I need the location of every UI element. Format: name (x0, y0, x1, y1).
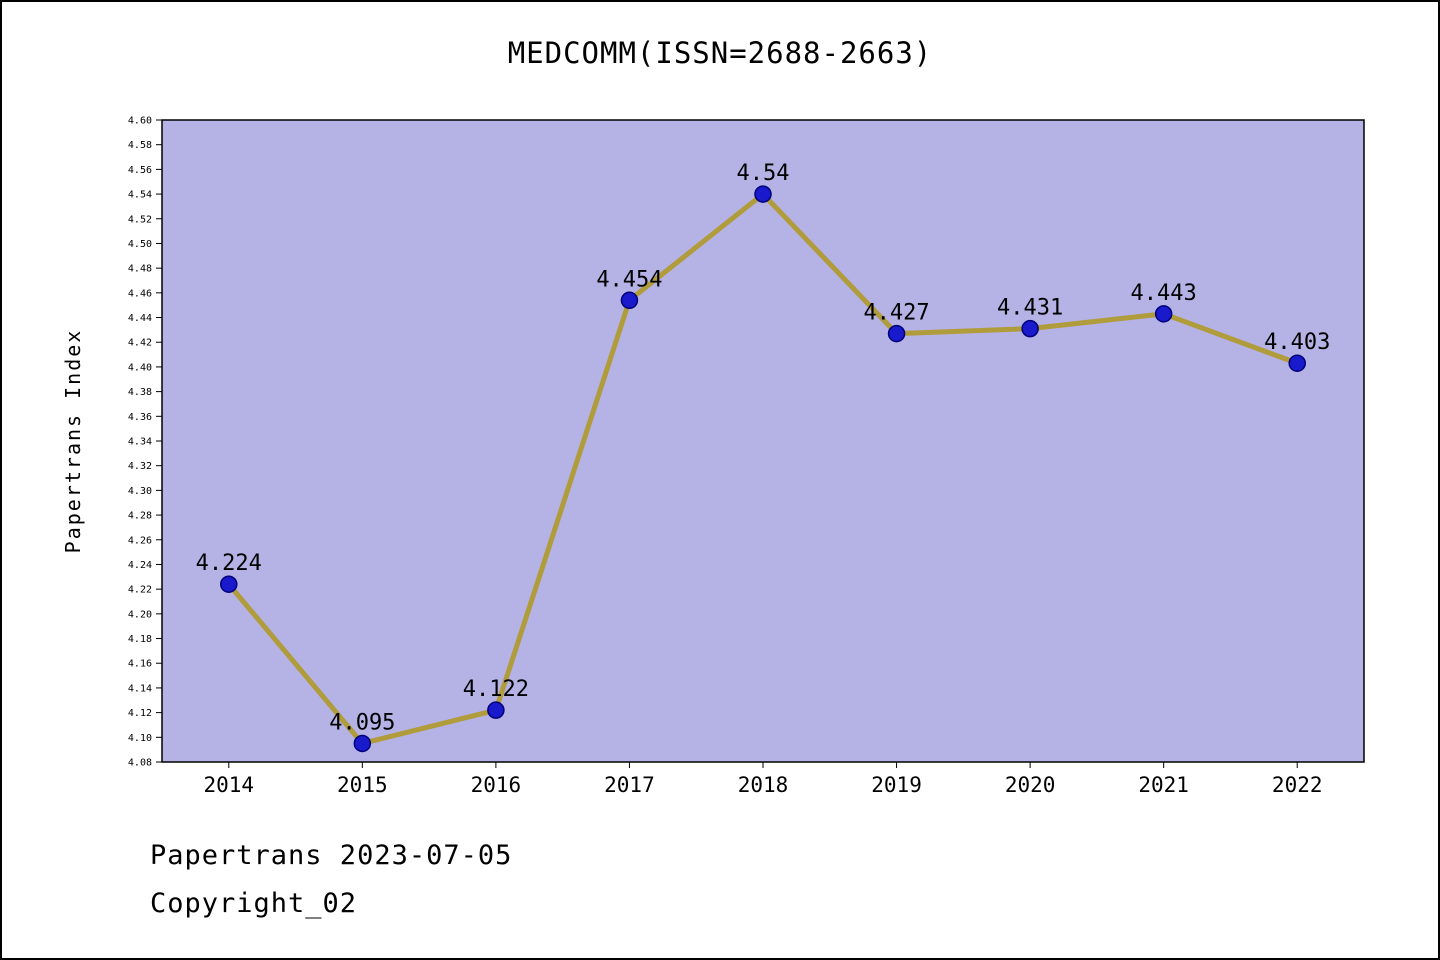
chart-title: MEDCOMM(ISSN=2688-2663) (507, 36, 933, 70)
svg-text:4.44: 4.44 (128, 313, 152, 324)
svg-text:4.443: 4.443 (1131, 281, 1197, 306)
svg-text:4.60: 4.60 (128, 116, 152, 127)
svg-text:4.24: 4.24 (128, 560, 152, 571)
svg-text:4.28: 4.28 (128, 511, 152, 522)
svg-text:4.20: 4.20 (128, 609, 152, 620)
svg-text:Papertrans Index: Papertrans Index (61, 329, 85, 554)
svg-text:4.56: 4.56 (128, 165, 152, 176)
footer-copyright: Copyright_02 (150, 888, 358, 919)
svg-text:4.224: 4.224 (196, 551, 262, 576)
svg-text:4.08: 4.08 (128, 758, 152, 769)
svg-text:4.22: 4.22 (128, 585, 152, 596)
svg-text:4.54: 4.54 (128, 190, 152, 201)
svg-text:2020: 2020 (1005, 773, 1056, 797)
svg-text:4.454: 4.454 (596, 267, 662, 292)
footer-date: Papertrans 2023-07-05 (150, 840, 513, 871)
svg-text:4.26: 4.26 (128, 535, 152, 546)
svg-text:2014: 2014 (203, 773, 254, 797)
svg-text:4.42: 4.42 (128, 338, 152, 349)
svg-text:2019: 2019 (871, 773, 922, 797)
svg-text:4.40: 4.40 (128, 362, 152, 373)
svg-text:4.52: 4.52 (128, 214, 152, 225)
svg-text:4.122: 4.122 (463, 677, 529, 702)
svg-text:2022: 2022 (1272, 773, 1323, 797)
svg-text:4.30: 4.30 (128, 486, 152, 497)
svg-text:4.18: 4.18 (128, 634, 152, 645)
svg-text:4.48: 4.48 (128, 264, 152, 275)
svg-text:4.16: 4.16 (128, 659, 152, 670)
svg-text:4.10: 4.10 (128, 733, 152, 744)
svg-text:2018: 2018 (738, 773, 789, 797)
svg-text:4.54: 4.54 (737, 161, 790, 186)
svg-text:4.58: 4.58 (128, 140, 152, 151)
svg-text:4.12: 4.12 (128, 708, 152, 719)
svg-text:4.403: 4.403 (1264, 330, 1330, 355)
svg-text:4.095: 4.095 (329, 710, 395, 735)
svg-text:2021: 2021 (1138, 773, 1189, 797)
svg-text:4.38: 4.38 (128, 387, 152, 398)
svg-text:4.427: 4.427 (863, 301, 929, 326)
svg-text:4.34: 4.34 (128, 437, 152, 448)
svg-text:4.50: 4.50 (128, 239, 152, 250)
svg-text:4.46: 4.46 (128, 288, 152, 299)
svg-text:4.14: 4.14 (128, 683, 152, 694)
svg-text:4.431: 4.431 (997, 296, 1063, 321)
svg-text:2015: 2015 (337, 773, 388, 797)
svg-text:2017: 2017 (604, 773, 655, 797)
svg-text:2016: 2016 (471, 773, 522, 797)
svg-text:4.32: 4.32 (128, 461, 152, 472)
svg-text:4.36: 4.36 (128, 412, 152, 423)
